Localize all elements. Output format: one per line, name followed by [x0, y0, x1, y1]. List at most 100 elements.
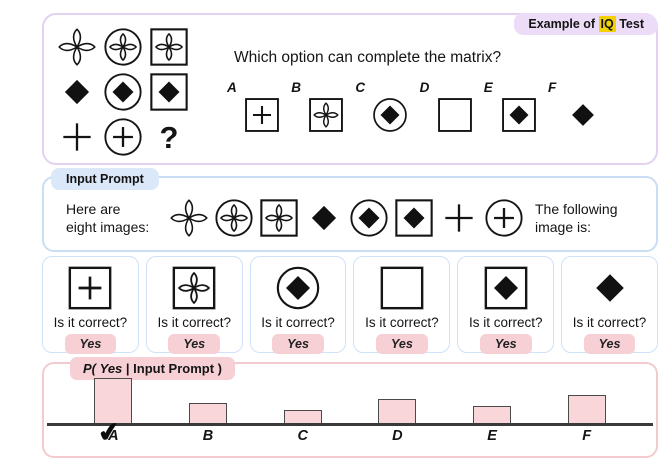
bar-E	[473, 406, 512, 423]
chart-title-rest: | Input Prompt )	[125, 361, 222, 376]
square-flower-icon	[307, 96, 345, 134]
chart-bar-column	[350, 399, 445, 423]
card-question: Is it correct?	[157, 315, 231, 330]
answer-card: Is it correct? Yes	[145, 256, 243, 354]
option-C: C	[355, 80, 409, 134]
outro-line-1: The following	[535, 200, 618, 217]
option-A: A	[227, 80, 281, 134]
card-question: Is it correct?	[468, 315, 543, 330]
circle-diamond-icon	[348, 197, 390, 239]
square-flower-icon	[170, 264, 218, 312]
square-flower-icon	[258, 197, 300, 239]
option-E: E	[484, 80, 538, 134]
diamond-icon	[564, 96, 602, 134]
chart-label-column: F	[539, 428, 634, 444]
iq-test-example-panel: Example of IQ Test ? Which option can co…	[42, 13, 658, 165]
yes-button[interactable]: Yes	[583, 334, 636, 354]
card-question: Is it correct?	[53, 315, 128, 330]
chart-bar-column	[255, 410, 350, 423]
question-text: Which option can complete the matrix?	[234, 49, 502, 66]
diamond-icon	[303, 197, 345, 239]
answer-card: Is it correct? Yes	[42, 256, 139, 354]
option-label: C	[355, 80, 366, 95]
answer-card: Is it correct? Yes	[249, 256, 347, 354]
probability-chart-panel: P( Yes | Input Prompt ) A ✔ B C D E F	[42, 357, 658, 458]
square-plus-icon	[243, 96, 281, 134]
chart-bars	[44, 364, 656, 423]
yes-button[interactable]: Yes	[272, 334, 324, 354]
diamond-icon	[586, 264, 634, 312]
chart-title-p: P(	[83, 361, 96, 376]
category-label: D	[392, 428, 403, 444]
chart-title-yes: Yes	[99, 361, 123, 376]
option-D: D	[420, 80, 474, 134]
option-label: E	[483, 80, 493, 95]
chart-x-axis	[47, 423, 653, 426]
card-question: Is it correct?	[572, 315, 647, 330]
outro-line-2: image is:	[535, 219, 592, 235]
square-plus-icon	[66, 264, 114, 312]
prompt-images	[168, 197, 525, 239]
category-label: E	[487, 428, 497, 444]
square-diamond-icon	[393, 197, 435, 239]
square-diamond-icon	[500, 96, 538, 134]
bar-C	[283, 410, 322, 423]
circle-plus-icon	[483, 197, 525, 239]
plus-icon	[438, 197, 480, 239]
option-label: F	[547, 80, 557, 95]
option-label: D	[419, 80, 430, 95]
square-diamond-icon	[148, 71, 190, 113]
bar-A	[94, 378, 133, 423]
flower-icon	[56, 26, 98, 68]
card-question: Is it correct?	[261, 315, 335, 330]
correct-answer-check-icon: ✔	[96, 415, 123, 449]
circle-flower-icon	[102, 26, 144, 68]
square-empty-icon	[436, 96, 474, 134]
intro-text: Here are eight images:	[66, 200, 164, 236]
example-right-column: Which option can complete the matrix? A B…	[227, 49, 638, 134]
question-mark: ?	[159, 119, 179, 155]
example-of-iq-test-badge: Example of IQ Test	[514, 13, 658, 35]
yes-button[interactable]: Yes	[168, 334, 221, 354]
option-F: F	[548, 80, 602, 134]
chart-bar-column	[66, 378, 161, 423]
diamond-icon	[56, 71, 98, 113]
bar-D	[378, 399, 417, 423]
badge-text-suffix: Test	[615, 17, 644, 31]
category-label: C	[297, 428, 308, 444]
answer-card: Is it correct? Yes	[353, 256, 451, 354]
intro-line-1: Here are	[66, 200, 121, 217]
chart-label-column: C	[255, 428, 350, 444]
badge-text-prefix: Example of	[528, 17, 599, 31]
iq-highlight: IQ	[598, 16, 616, 32]
answer-card: Is it correct? Yes	[457, 256, 555, 354]
chart-bar-column	[539, 395, 634, 423]
yes-button[interactable]: Yes	[376, 334, 428, 354]
answer-cards-row: Is it correct? Yes Is it correct? Yes Is it …	[42, 256, 658, 354]
option-label: A	[227, 80, 237, 95]
circle-diamond-icon	[102, 71, 144, 113]
circle-diamond-icon	[371, 96, 409, 134]
flower-icon	[168, 197, 210, 239]
card-question: Is it correct?	[365, 315, 439, 330]
input-prompt-content: Here are eight images: The following ima…	[44, 178, 656, 250]
chart-label-column: A ✔	[66, 416, 161, 449]
input-prompt-panel: Input Prompt Here are eight images: The …	[42, 168, 658, 252]
square-flower-icon	[148, 26, 190, 68]
yes-button[interactable]: Yes	[479, 334, 532, 354]
intro-line-2: eight images:	[66, 219, 150, 235]
square-empty-icon	[378, 264, 426, 312]
chart-labels: A ✔ B C D E F	[44, 416, 656, 449]
input-prompt-badge: Input Prompt	[51, 168, 159, 190]
square-diamond-icon	[482, 264, 530, 312]
category-label: A	[108, 428, 119, 444]
category-label: F	[582, 428, 592, 444]
chart-bar-column	[161, 403, 256, 423]
iq-matrix: ?	[56, 26, 190, 158]
yes-button[interactable]: Yes	[64, 334, 117, 354]
chart-label-column: D	[350, 428, 445, 444]
option-label: B	[291, 80, 301, 95]
outro-text: The following image is:	[535, 200, 618, 236]
category-label: B	[202, 428, 214, 444]
